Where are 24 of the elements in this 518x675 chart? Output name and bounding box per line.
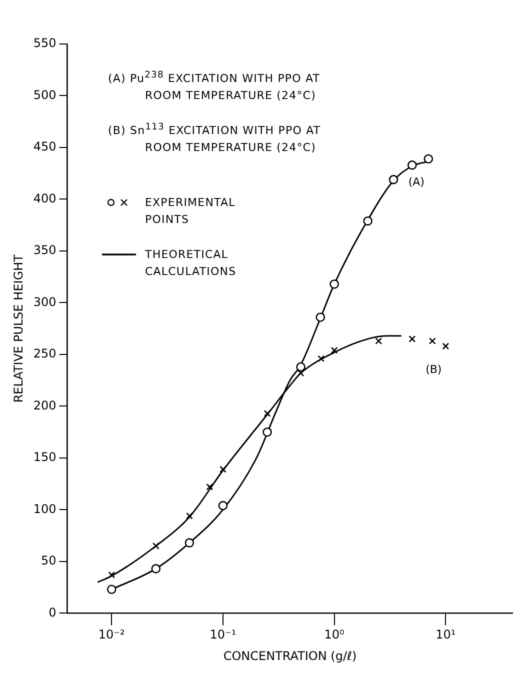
y-tick-label: 350: [33, 243, 56, 258]
legend-label: EXPERIMENTAL POINTS: [145, 195, 236, 228]
y-tick-label: 550: [33, 36, 56, 50]
y-tick-label: 500: [33, 88, 56, 102]
y-tick-label: 50: [41, 554, 56, 568]
y-tick-label: 300: [33, 294, 56, 309]
annotation: (A) Pu$^{238}$ EXCITATION WITH PPO AT ROOM TEMPERATURE (24°C): [108, 69, 320, 102]
y-axis-title: RELATIVE PULSE HEIGHT: [11, 254, 26, 403]
x-tick-label: 10¹: [436, 628, 456, 642]
y-tick-label: 200: [33, 398, 56, 412]
y-tick-label: 250: [33, 346, 56, 361]
annotation: (B) Sn$^{113}$ EXCITATION WITH PPO AT ROOM TEMPERATURE (24°C): [108, 121, 321, 154]
y-tick-label: 400: [33, 191, 56, 206]
x-tick-label: 10⁰: [324, 628, 345, 642]
x-tick-label: 10⁻²: [98, 628, 126, 642]
y-tick-label: 0: [48, 605, 56, 620]
y-tick-label: 450: [33, 140, 56, 154]
legend-label: THEORETICAL CALCULATIONS: [145, 247, 238, 280]
x-axis-title: CONCENTRATION (g/ℓ): [223, 648, 357, 663]
annotation: (A): [408, 176, 424, 189]
y-tick-label: 100: [33, 502, 56, 516]
y-tick-label: 150: [33, 450, 56, 464]
x-tick-label: 10⁻¹: [210, 628, 236, 642]
annotation: (B): [426, 363, 442, 376]
